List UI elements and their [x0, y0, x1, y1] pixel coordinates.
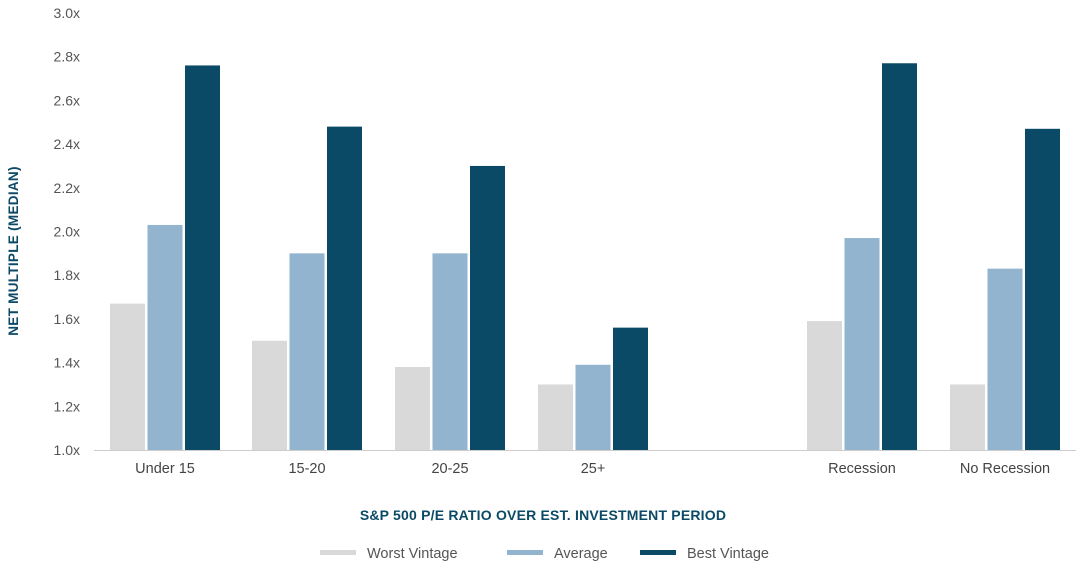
bar-worst-vintage — [252, 340, 287, 450]
bar-best-vintage — [882, 63, 917, 450]
bar-average — [844, 238, 880, 450]
y-tick-label: 2.0x — [54, 224, 80, 240]
bar-average — [289, 253, 325, 450]
y-axis-ticks: 1.0x 1.2x 1.4x 1.6x 1.8x 2.0x 2.2x 2.4x 2.6x 2.8x… — [54, 5, 80, 458]
legend-label: Best Vintage — [687, 546, 769, 562]
y-tick-label: 2.6x — [54, 92, 80, 108]
x-category-label: 20-25 — [431, 461, 468, 477]
bar-best-vintage — [327, 126, 362, 451]
bar-worst-vintage — [950, 384, 985, 450]
y-tick-label: 1.4x — [54, 355, 80, 371]
y-tick-label: 2.2x — [54, 180, 80, 196]
legend-swatch — [320, 550, 356, 555]
bar-series — [110, 63, 1060, 451]
x-category-label: No Recession — [960, 461, 1050, 477]
bar-worst-vintage — [538, 384, 573, 450]
bar-best-vintage — [185, 65, 220, 450]
bar-best-vintage — [1025, 128, 1060, 450]
x-axis-categories: Under 15 15-20 20-25 25+ Recession No Recessi… — [135, 461, 1050, 477]
y-axis-label: NET MULTIPLE (MEDIAN) — [6, 166, 21, 336]
y-tick-label: 1.6x — [54, 311, 80, 327]
legend-swatch — [507, 550, 543, 555]
bar-average — [147, 224, 183, 450]
bar-worst-vintage — [110, 303, 145, 450]
bar-average — [575, 364, 611, 450]
x-axis-label: S&P 500 P/E RATIO OVER EST. INVESTMENT P… — [360, 507, 726, 523]
x-category-label: Recession — [828, 461, 896, 477]
legend-swatch — [640, 550, 676, 555]
bar-best-vintage — [613, 327, 648, 450]
y-tick-label: 1.8x — [54, 267, 80, 283]
legend: Worst Vintage Average Best Vintage — [320, 546, 769, 562]
y-tick-label: 1.0x — [54, 442, 80, 458]
bar-average — [432, 253, 468, 450]
bar-worst-vintage — [807, 321, 842, 450]
x-category-label: Under 15 — [135, 461, 195, 477]
bar-best-vintage — [470, 165, 505, 450]
y-tick-label: 2.8x — [54, 49, 80, 65]
bar-average — [987, 268, 1023, 450]
y-tick-label: 2.4x — [54, 136, 80, 152]
y-tick-label: 3.0x — [54, 5, 80, 21]
legend-label: Worst Vintage — [367, 546, 458, 562]
y-tick-label: 1.2x — [54, 398, 80, 414]
bar-worst-vintage — [395, 366, 430, 450]
x-category-label: 15-20 — [288, 461, 325, 477]
x-category-label: 25+ — [581, 461, 606, 477]
legend-label: Average — [554, 546, 608, 562]
